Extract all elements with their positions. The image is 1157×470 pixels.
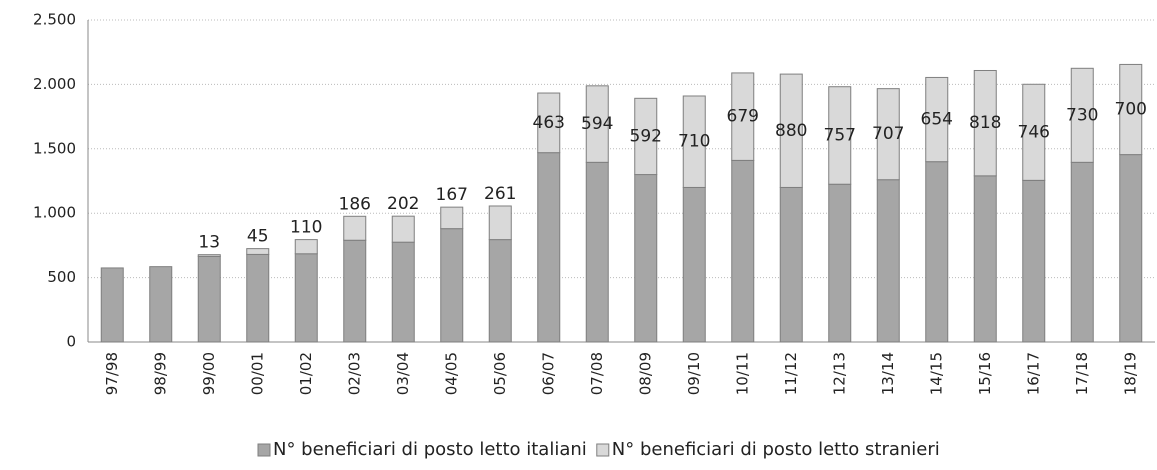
x-tick-label: 00/01 (248, 352, 266, 395)
bar-segment (1119, 63, 1143, 156)
data-label: 463 (533, 113, 565, 133)
data-label: 880 (775, 121, 807, 141)
data-label: 167 (436, 185, 468, 205)
data-label: 261 (484, 184, 516, 204)
bar-segment (731, 72, 755, 161)
data-label: 730 (1066, 105, 1098, 125)
legend-label: N° beneficiari di posto letto italiani (273, 439, 587, 460)
bar-segment (1119, 154, 1143, 343)
bar-segment (246, 253, 270, 343)
bar-segment (197, 254, 221, 257)
bar-segment (876, 88, 900, 181)
x-tick-label: 98/99 (151, 352, 169, 395)
data-label: 654 (921, 110, 953, 130)
bar-segment (876, 179, 900, 343)
x-tick-label: 07/08 (588, 352, 606, 395)
bar-segment (682, 186, 706, 343)
data-label: 700 (1115, 100, 1147, 120)
x-tick-label: 10/11 (733, 352, 751, 395)
bar-segment (246, 248, 270, 255)
bar-segment (973, 175, 997, 343)
x-tick-label: 11/12 (782, 352, 800, 395)
bar-segment (731, 159, 755, 343)
x-tick-label: 97/98 (103, 352, 121, 395)
x-tick-label: 06/07 (539, 352, 557, 395)
bar-segment (779, 73, 803, 188)
x-tick-label: 99/00 (200, 352, 218, 395)
data-label: 45 (247, 227, 269, 247)
data-label: 594 (581, 114, 613, 134)
bar-segment (391, 215, 415, 243)
bar-segment (488, 239, 512, 343)
data-label: 110 (290, 218, 322, 238)
bar-segment (779, 186, 803, 343)
bar-segment (828, 86, 852, 185)
bar-segment (1070, 67, 1094, 163)
data-label: 13 (198, 233, 220, 253)
data-label: 592 (630, 126, 662, 146)
bar-segment (585, 161, 609, 343)
x-tick-label: 04/05 (442, 352, 460, 395)
x-tick-label: 09/10 (685, 352, 703, 395)
x-tick-label: 08/09 (636, 352, 654, 395)
y-tick-label: 500 (47, 268, 76, 286)
bar-segment (343, 215, 367, 241)
bar-segment (488, 205, 512, 241)
data-label: 186 (339, 194, 371, 214)
y-tick-label: 2.500 (33, 11, 76, 29)
bar-segment (294, 253, 318, 343)
bar-segment (925, 161, 949, 343)
bar-segment (100, 267, 124, 343)
x-tick-label: 14/15 (927, 352, 945, 395)
x-tick-label: 12/13 (830, 352, 848, 395)
data-label: 202 (387, 194, 419, 214)
data-label: 757 (824, 125, 856, 145)
bar-segment (343, 239, 367, 343)
x-tick-label: 01/02 (297, 352, 315, 395)
y-tick-label: 1.000 (33, 204, 76, 222)
x-tick-label: 15/16 (976, 352, 994, 395)
bar-segment (391, 241, 415, 343)
bar-segment (973, 69, 997, 177)
bar-segment (585, 85, 609, 163)
x-tick-label: 03/04 (394, 352, 412, 395)
bar-segment (634, 174, 658, 343)
bar-segment (1022, 179, 1046, 343)
bar-segment (440, 228, 464, 343)
x-tick-label: 02/03 (345, 352, 363, 395)
x-tick-label: 18/19 (1121, 352, 1139, 395)
legend-swatch (257, 443, 271, 457)
data-label: 818 (969, 113, 1001, 133)
y-tick-label: 2.000 (33, 75, 76, 93)
data-label: 746 (1018, 122, 1050, 142)
data-label: 679 (727, 107, 759, 127)
data-label: 710 (678, 132, 710, 152)
legend-swatch (596, 443, 610, 457)
y-tick-label: 0 (66, 333, 76, 351)
bar-segment (1070, 161, 1094, 343)
bar-segment (828, 183, 852, 343)
bar-segment (537, 152, 561, 343)
data-label: 707 (872, 124, 904, 144)
bar-segment (925, 76, 949, 163)
legend-label: N° beneficiari di posto letto stranieri (612, 439, 940, 460)
bar-segment (197, 255, 221, 343)
bar-segment (1022, 83, 1046, 181)
bar-segment (440, 206, 464, 230)
bar-segment (149, 266, 173, 343)
x-tick-label: 05/06 (491, 352, 509, 395)
bar-segment (634, 97, 658, 176)
x-tick-label: 13/14 (879, 352, 897, 395)
y-tick-label: 1.500 (33, 139, 76, 157)
bar-segment (682, 95, 706, 188)
bar-segment (294, 239, 318, 255)
x-tick-label: 16/17 (1024, 352, 1042, 395)
bar-segment (537, 92, 561, 154)
x-tick-label: 17/18 (1073, 352, 1091, 395)
